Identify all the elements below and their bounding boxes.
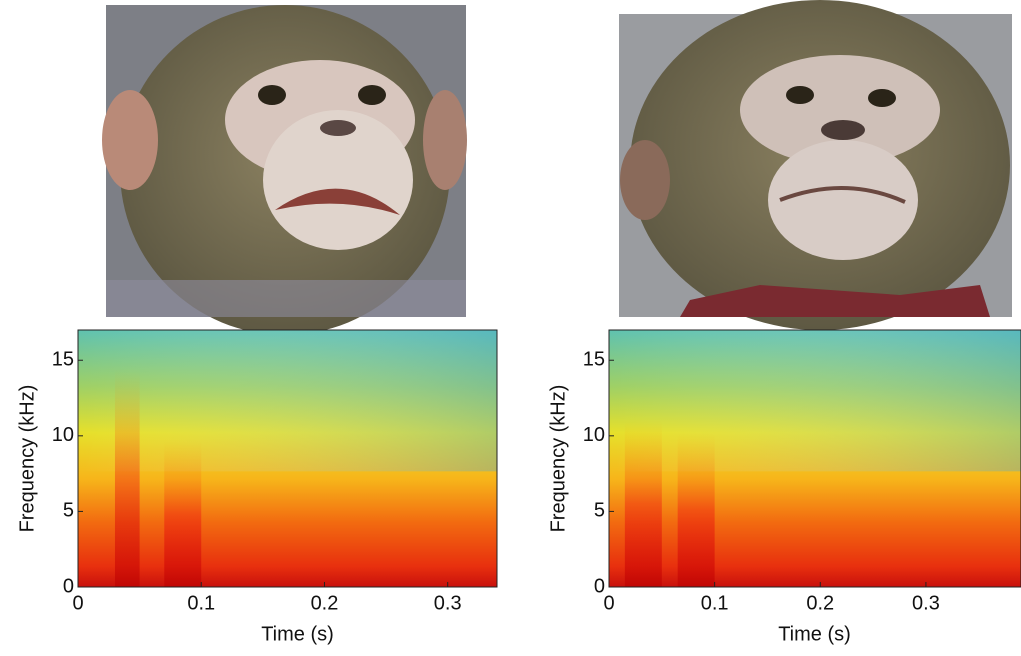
spectrogram-burst bbox=[677, 432, 715, 587]
x-tick-label: 0.3 bbox=[434, 592, 462, 614]
x-tick-label: 0.2 bbox=[311, 592, 339, 614]
x-tick-label: 0.1 bbox=[187, 592, 215, 614]
y-tick-label: 15 bbox=[583, 349, 605, 371]
y-axis-label: Frequency (kHz) bbox=[16, 385, 38, 533]
x-tick-label: 0 bbox=[72, 592, 83, 614]
y-tick-label: 10 bbox=[52, 424, 74, 446]
x-tick-label: 0.3 bbox=[912, 592, 940, 614]
photo-left bbox=[102, 5, 467, 335]
y-tick-label: 0 bbox=[594, 575, 605, 597]
y-tick-label: 5 bbox=[63, 500, 74, 522]
y-tick-label: 0 bbox=[63, 575, 74, 597]
spectrogram-burst bbox=[114, 368, 140, 587]
x-tick-label: 0 bbox=[603, 592, 614, 614]
plot-frame bbox=[608, 329, 1021, 588]
y-tick-label: 15 bbox=[52, 349, 74, 371]
spectrogram-burst bbox=[624, 419, 662, 587]
spectrogram-burst bbox=[164, 440, 202, 587]
y-axis-label: Frequency (kHz) bbox=[547, 385, 569, 533]
y-tick-label: 5 bbox=[594, 500, 605, 522]
photo-right bbox=[619, 0, 1012, 330]
x-tick-label: 0.1 bbox=[701, 592, 729, 614]
spectrogram-fade bbox=[609, 330, 1021, 472]
spectrogram-fade bbox=[78, 330, 497, 472]
x-axis-label: Time (s) bbox=[778, 623, 851, 645]
x-axis-label: Time (s) bbox=[261, 623, 334, 645]
plot-frame bbox=[77, 329, 498, 588]
y-tick-label: 10 bbox=[583, 424, 605, 446]
x-tick-label: 0.2 bbox=[806, 592, 834, 614]
